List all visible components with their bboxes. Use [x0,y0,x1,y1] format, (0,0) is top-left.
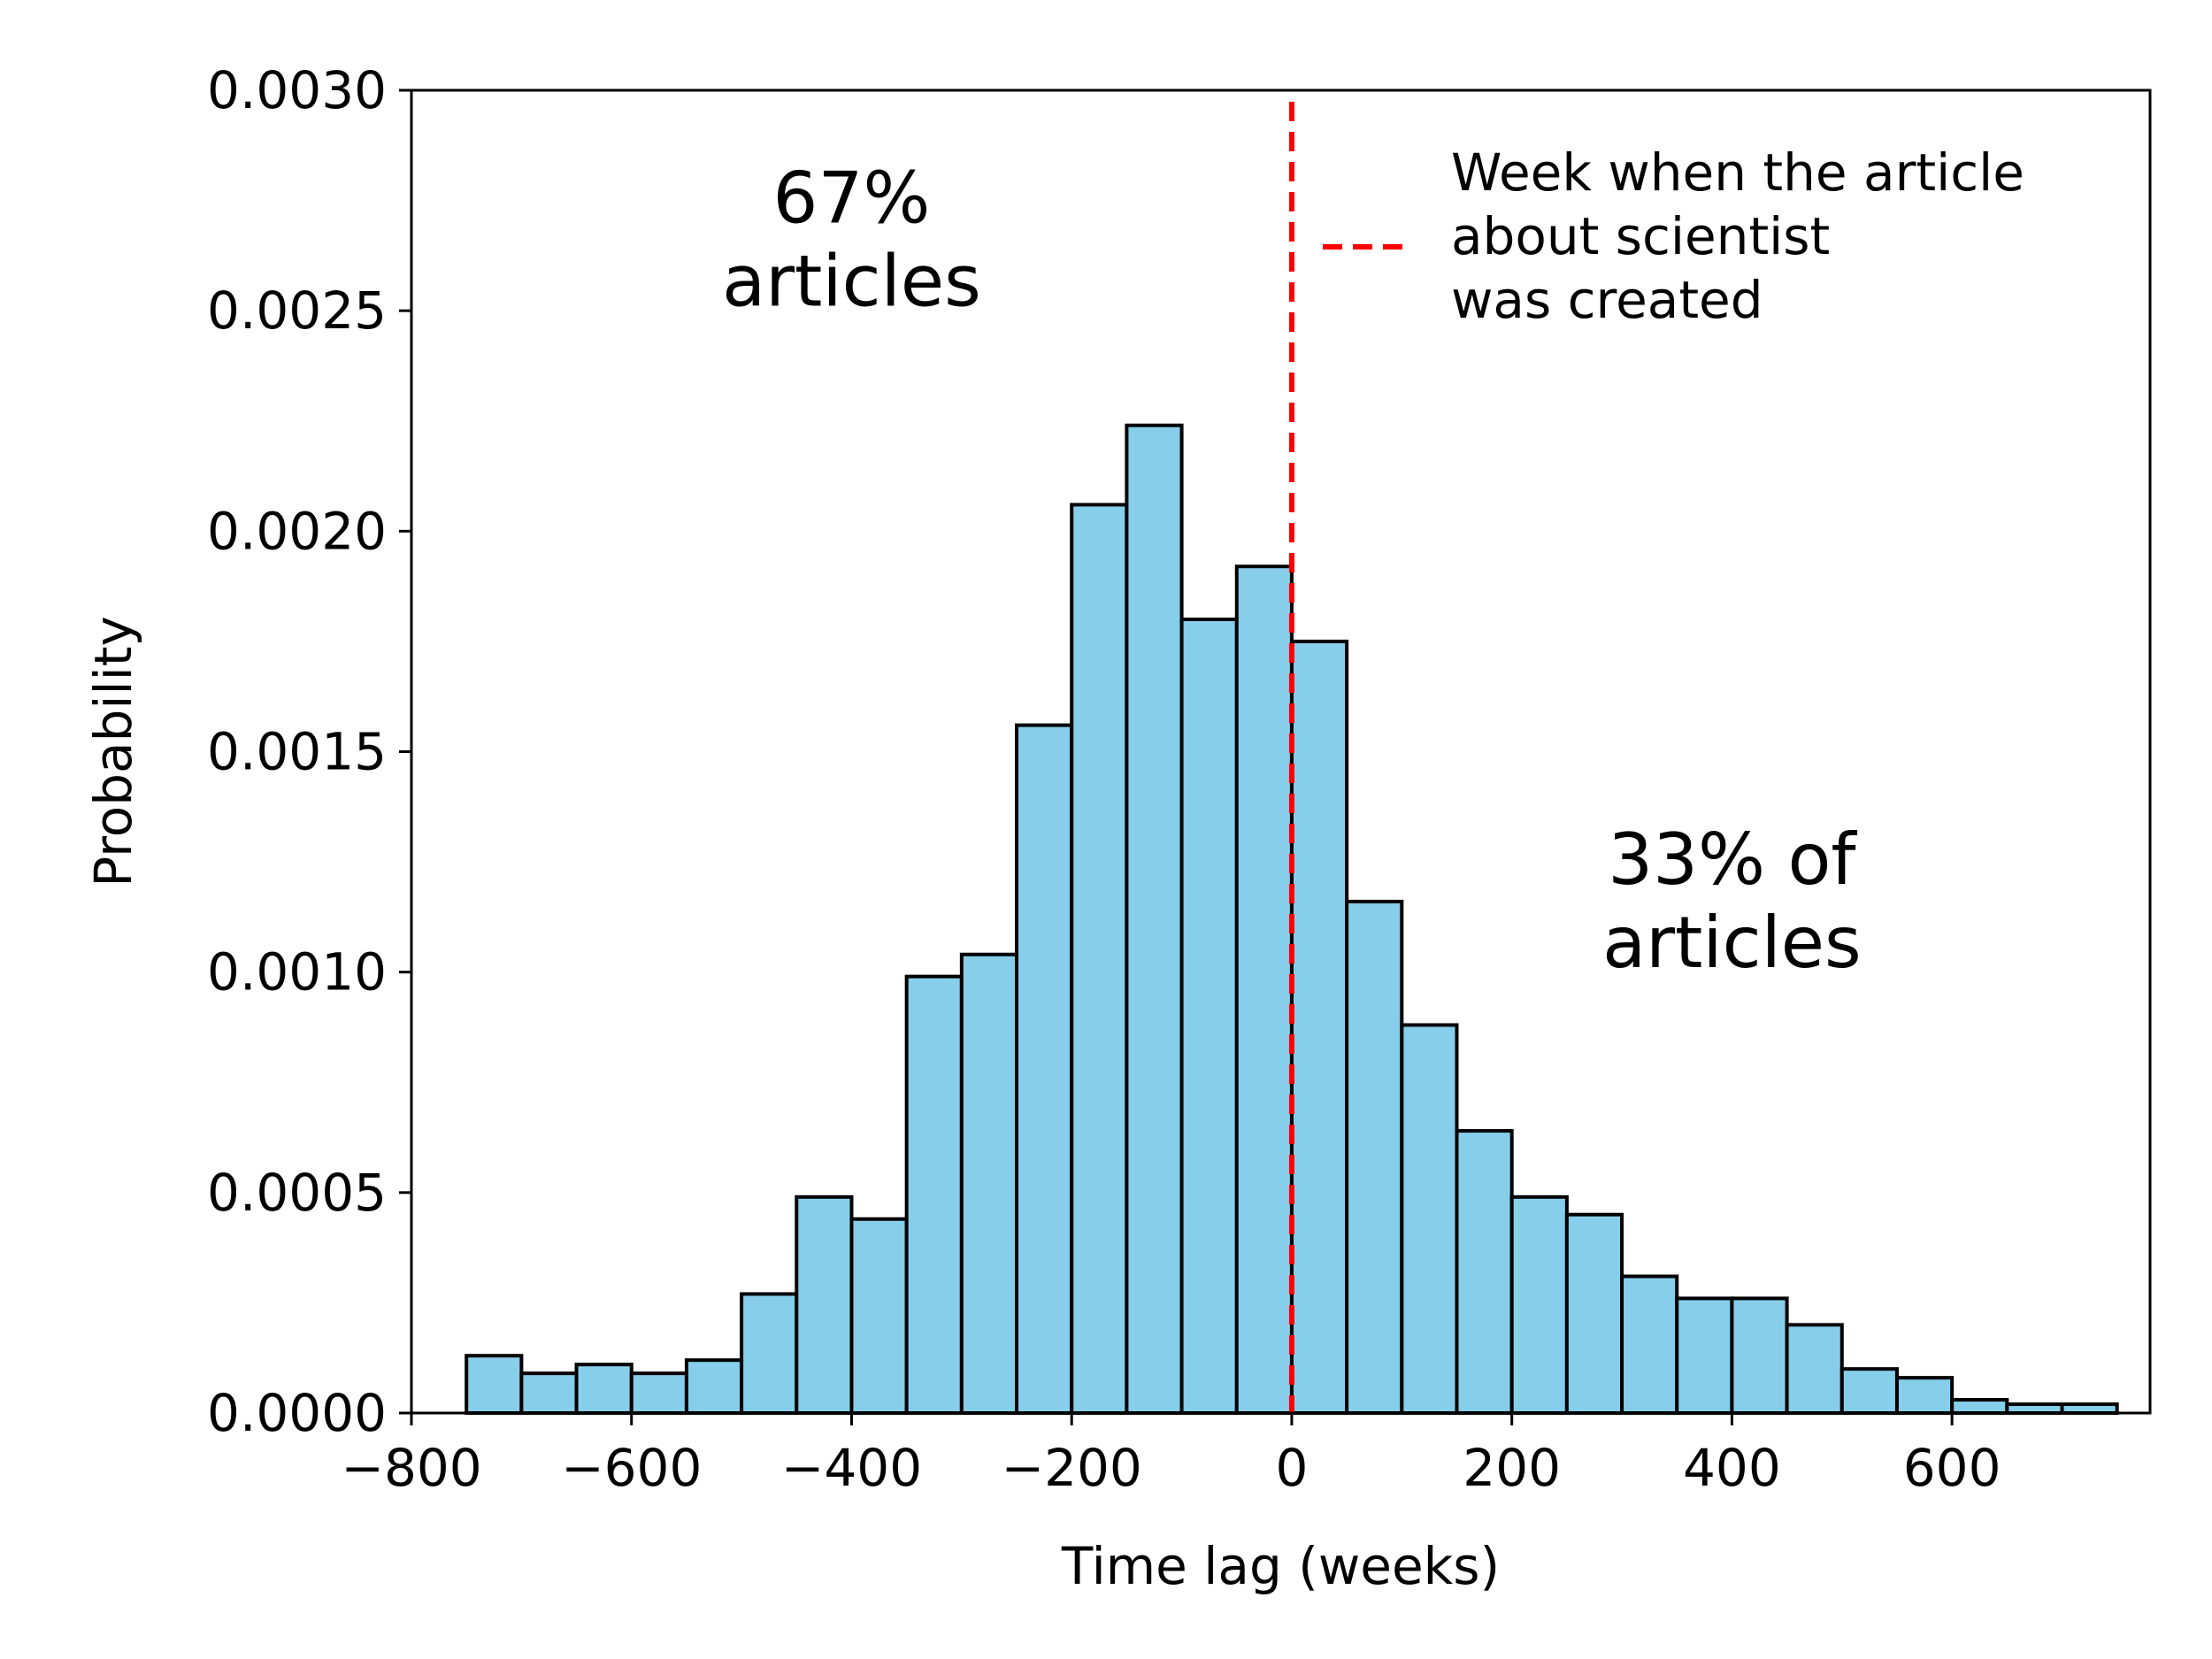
histogram-bar [1289,639,1349,1415]
y-tick-label: 0.0005 [207,1163,387,1223]
y-tick-label: 0.0020 [207,501,387,561]
histogram-bar [1015,723,1074,1415]
histogram-bar [1070,503,1129,1415]
y-tick-label: 0.0025 [207,280,387,341]
x-axis-ticks: −800 −600 −400 −200 0 200 400 600 [341,1413,2001,1498]
annotation-right: 33% of articles [1602,818,1862,984]
y-tick-label: 0.0010 [207,942,387,1002]
histogram-bar [1950,1398,2009,1416]
histogram-bar [1730,1296,1789,1416]
histogram-bar [1125,423,1184,1416]
y-tick-label: 0.0015 [207,722,387,782]
x-tick-label: −800 [341,1438,481,1498]
y-axis-ticks: 0.0000 0.0005 0.0010 0.0015 0.0020 0.0025 0.00… [207,60,411,1443]
histogram-bar [1455,1129,1514,1415]
histogram-bar [1620,1274,1679,1416]
histogram-bar [959,952,1019,1415]
histogram-bar [574,1363,634,1416]
x-axis-label: Time lag (weeks) [1061,1536,1500,1596]
histogram-bar [1234,565,1294,1415]
legend-label: Week when the article about scientist was … [1451,142,2024,330]
annotation-left: 67% articles [722,157,981,323]
y-tick-label: 0.0000 [207,1383,387,1443]
histogram-bar [1509,1194,1569,1415]
histogram-bar [849,1217,909,1415]
legend: Week when the article about scientist was … [1323,142,2024,330]
histogram-bar [1785,1323,1844,1416]
histogram-bar [519,1371,579,1416]
histogram-bar [1894,1376,1955,1415]
y-tick-label: 0.0030 [207,60,387,120]
histogram-bar [1675,1296,1734,1416]
x-tick-label: −400 [781,1438,922,1498]
histogram-bar [795,1194,854,1415]
histogram-bar [1345,899,1404,1415]
histogram-bar [684,1358,744,1415]
x-tick-label: 400 [1683,1438,1781,1498]
histogram-bar [1400,1023,1459,1415]
x-tick-label: −600 [561,1438,702,1498]
x-tick-label: −200 [1002,1438,1142,1498]
histogram-bar [740,1292,799,1415]
histogram-bar [1839,1367,1899,1415]
x-tick-label: 200 [1463,1438,1561,1498]
histogram-bar [465,1354,524,1416]
histogram-bar [1564,1212,1624,1415]
histogram-bar [629,1371,688,1416]
x-tick-label: 0 [1275,1438,1308,1498]
annotations: 67% articles 33% of articles [722,157,1862,985]
x-tick-label: 600 [1903,1438,2001,1498]
y-axis-label: Probability [83,616,143,887]
histogram-bar [904,974,964,1416]
histogram-bar [1179,618,1239,1415]
